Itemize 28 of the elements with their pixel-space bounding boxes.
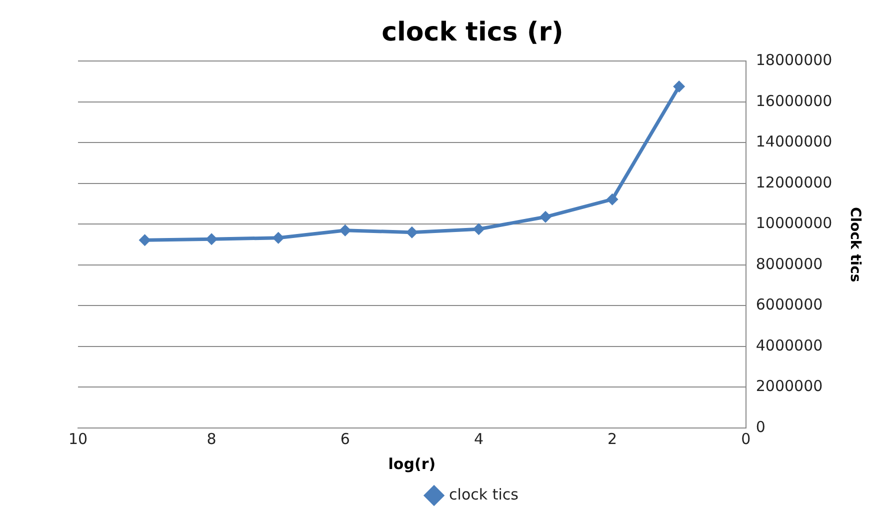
x-axis-title: log(r) [388, 454, 436, 473]
point [206, 233, 218, 246]
point [539, 210, 552, 223]
y-tick-label: 10000000 [756, 214, 832, 232]
point [606, 193, 618, 206]
y-tick-label: 8000000 [756, 254, 823, 273]
y-tick-label: 12000000 [756, 173, 832, 192]
point [472, 223, 485, 236]
y-axis-title: Clock tics [846, 206, 863, 282]
point [673, 80, 686, 92]
y-tick-label: 18000000 [756, 51, 832, 70]
x-tick-label: 4 [474, 430, 484, 448]
x-tick-label: 6 [340, 430, 350, 448]
point [272, 232, 284, 244]
point [339, 224, 352, 236]
y-tick-label: 4000000 [756, 336, 823, 354]
x-tick-label: 2 [608, 430, 618, 448]
y-tick-label: 14000000 [756, 132, 832, 151]
y-tick-label: 16000000 [756, 92, 832, 110]
y-tick-label: 0 [756, 418, 766, 436]
x-tick-label: 8 [206, 430, 216, 448]
chart-title: clock tics (r) [382, 17, 564, 48]
point [138, 234, 151, 246]
x-tick-label: 10 [68, 430, 88, 448]
x-tick-label: 0 [741, 430, 751, 448]
y-tick-label: 6000000 [756, 296, 823, 314]
legend-label: clock tics [449, 485, 519, 504]
y-tick-label: 2000000 [756, 377, 823, 396]
